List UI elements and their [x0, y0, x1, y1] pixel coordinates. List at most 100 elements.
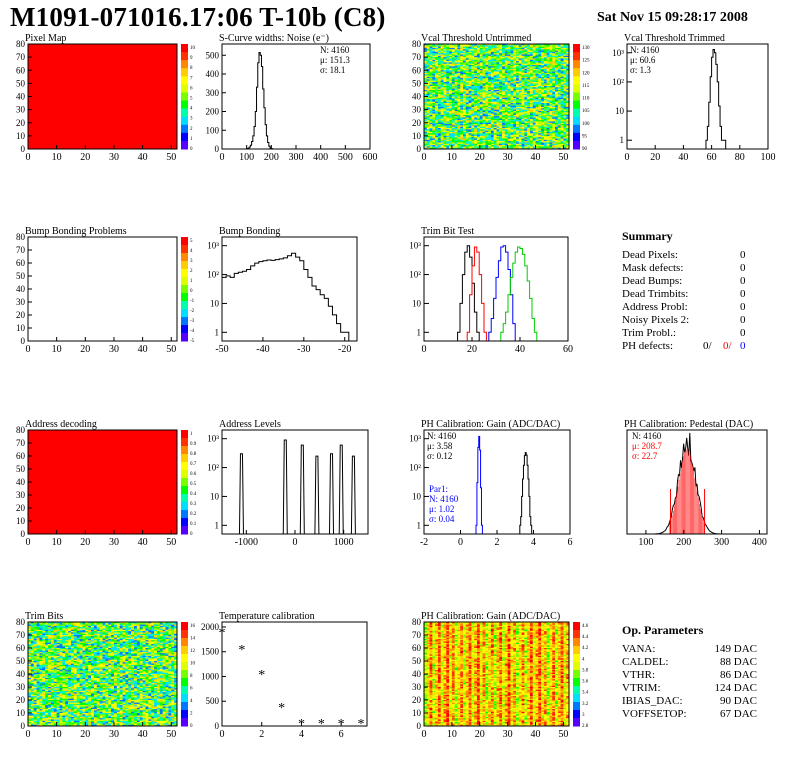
stat-label: σ: 0.04 [429, 514, 455, 524]
x-tick-label: 50 [558, 152, 568, 163]
z-scale-cell [573, 710, 580, 719]
z-scale-cell [573, 124, 580, 134]
z-scale-cell [181, 454, 188, 463]
y-tick-label: 60 [412, 65, 422, 75]
z-tick-label: 0.6 [190, 472, 197, 477]
address-spike [338, 444, 344, 535]
y-tick-label: 0 [215, 721, 220, 731]
z-tick-label: 10 [190, 662, 196, 667]
x-tick-label: 20 [80, 152, 90, 163]
z-tick-label: 10 [190, 46, 196, 51]
scatter-point: * [258, 668, 265, 683]
x-tick-label: 40 [138, 344, 148, 355]
x-tick-label: 0 [422, 152, 427, 163]
z-tick-label: 1 [190, 137, 193, 142]
y-tick-label: 40 [412, 92, 422, 102]
x-tick-label: 10 [447, 729, 457, 740]
y-tick-label: 10³ [612, 48, 624, 58]
y-tick-label: 70 [16, 438, 26, 448]
z-tick-label: 3.8 [582, 668, 589, 673]
z-scale-cell [181, 622, 188, 631]
y-tick-label: 80 [412, 617, 422, 627]
stat-label: σ: 0.12 [427, 451, 452, 461]
address-spike [282, 439, 288, 535]
y-tick-label: 10 [16, 323, 26, 333]
z-scale-cell [181, 132, 188, 142]
chart-ph-gain-map: PH Calibration: Gain (ADC/DAC) 4.6 4.4 4.2 4… [412, 611, 589, 740]
y-tick-label: 20 [16, 503, 26, 513]
y-tick-label: 2000 [201, 622, 220, 632]
z-tick-label: 4.4 [582, 635, 589, 640]
y-tick-label: 30 [16, 490, 26, 500]
op-parameter-label: VTRIM: [622, 682, 661, 694]
x-tick-label: 40 [138, 152, 148, 163]
stat-label: N: 4160 [630, 45, 660, 55]
x-tick-label: 300 [289, 152, 304, 163]
x-tick-label: 40 [531, 729, 541, 740]
y-tick-label: 40 [16, 477, 26, 487]
y-tick-label: 20 [412, 695, 422, 705]
x-tick-label: 200 [676, 537, 691, 548]
z-tick-label: 4 [190, 699, 193, 704]
x-tick-label: 100 [761, 152, 776, 163]
stat-label: σ: 1.3 [630, 65, 651, 75]
x-tick-label: 0 [26, 537, 31, 548]
z-tick-label: -2 [190, 309, 195, 314]
z-scale-cell [181, 710, 188, 719]
x-tick-label: 30 [503, 152, 513, 163]
summary-row: Dead Bumps: 0 [622, 275, 752, 288]
z-tick-label: 8 [190, 674, 193, 679]
summary-value: 0 [740, 314, 746, 326]
z-scale-cell [181, 478, 188, 487]
z-tick-label: 3.2 [582, 702, 589, 707]
y-tick-label: 10 [412, 708, 422, 718]
chart-vcal-trimmed: Vcal Threshold Trimmed 0 20 40 60 80 100 1 10 10²… [612, 33, 775, 163]
summary-header: Summary [622, 229, 673, 243]
plot-title: S-Curve widths: Noise (e⁻) [219, 33, 329, 44]
z-scale-cell [181, 237, 188, 246]
z-tick-label: 2 [190, 269, 193, 274]
y-tick-label: 10² [612, 77, 624, 87]
stat-label: N: 4160 [427, 431, 457, 441]
y-tick-label: 70 [412, 630, 422, 640]
x-tick-label: 80 [735, 152, 745, 163]
x-tick-label: 20 [80, 729, 90, 740]
op-parameters-panel: Op. Parameters VANA: 149 DAC CALDEL: 88 DAC… [622, 623, 757, 721]
chart-scurve-noise: S-Curve widths: Noise (e⁻) 0 100 200 300 400 5… [206, 33, 378, 163]
y-tick-label: 10² [409, 463, 421, 473]
z-tick-label: 4.2 [582, 646, 589, 651]
y-tick-label: 10 [615, 106, 625, 116]
z-tick-label: -4 [190, 329, 195, 334]
x-tick-label: 50 [166, 344, 176, 355]
stat-label: μ: 60.6 [630, 55, 656, 65]
x-tick-label: 30 [109, 152, 119, 163]
op-parameter-value: 124 DAC [714, 682, 757, 694]
z-scale-cell [181, 277, 188, 286]
z-scale-cell [181, 333, 188, 342]
y-tick-label: 1 [215, 520, 220, 530]
op-parameter-row: VANA: 149 DAC [622, 643, 757, 656]
y-tick-label: 10 [412, 298, 422, 308]
z-scale-cell [573, 622, 580, 631]
z-scale-cell [181, 446, 188, 455]
z-scale-cell [181, 430, 188, 439]
x-tick-label: 0 [458, 537, 463, 548]
summary-row: Dead Pixels: 0 [622, 249, 752, 262]
x-tick-label: 50 [558, 729, 568, 740]
x-tick-label: 60 [707, 152, 717, 163]
histogram-series [488, 245, 516, 341]
x-tick-label: 10 [52, 152, 62, 163]
z-tick-label: 3 [190, 117, 193, 122]
z-tick-label: 3 [582, 713, 585, 718]
x-tick-label: 60 [563, 344, 573, 355]
y-tick-label: 10 [210, 298, 220, 308]
z-tick-label: 0.8 [190, 452, 197, 457]
z-tick-label: 9 [190, 56, 193, 61]
z-scale-cell [181, 76, 188, 85]
plot-title: Bump Bonding [219, 226, 280, 237]
summary-value: 0 [740, 327, 746, 339]
z-scale-cell [181, 630, 188, 639]
z-scale-cell [573, 694, 580, 703]
z-tick-label: 4 [582, 657, 585, 662]
y-tick-label: 10 [16, 708, 26, 718]
